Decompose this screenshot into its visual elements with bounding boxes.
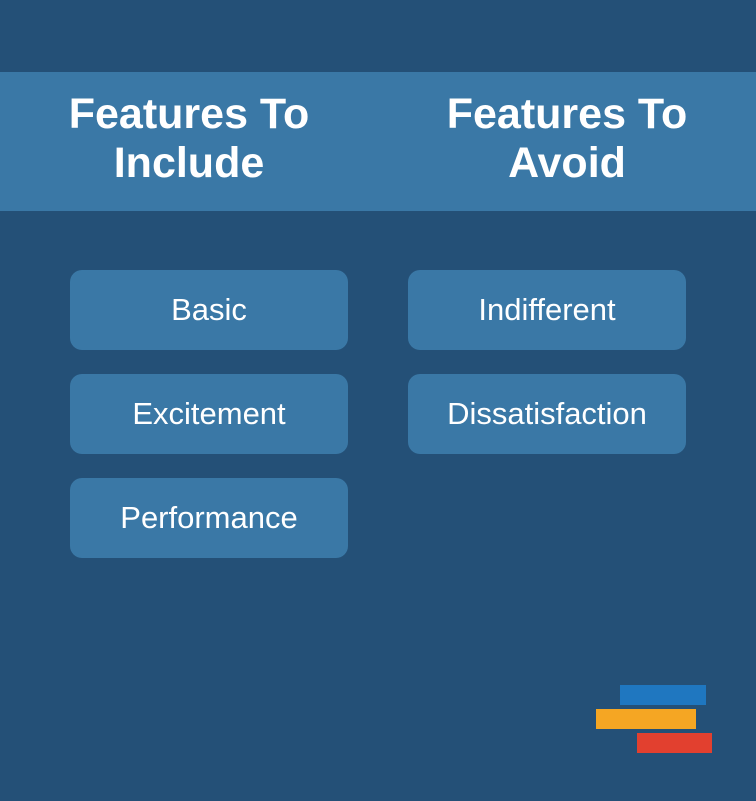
pill-excitement: Excitement bbox=[70, 374, 348, 454]
logo-bar-blue bbox=[620, 685, 706, 705]
logo-bar-red bbox=[637, 733, 712, 753]
pill-indifferent: Indifferent bbox=[408, 270, 686, 350]
pill-dissatisfaction: Dissatisfaction bbox=[408, 374, 686, 454]
logo-bar-orange bbox=[596, 709, 696, 729]
header-band: Features To Include Features To Avoid bbox=[0, 72, 756, 211]
column-include: Basic Excitement Performance bbox=[70, 270, 348, 558]
header-left: Features To Include bbox=[0, 72, 378, 211]
infographic-container: Features To Include Features To Avoid Ba… bbox=[0, 0, 756, 801]
pill-basic: Basic bbox=[70, 270, 348, 350]
column-avoid: Indifferent Dissatisfaction bbox=[408, 270, 686, 558]
pill-performance: Performance bbox=[70, 478, 348, 558]
stacked-bars-logo-icon bbox=[586, 685, 706, 765]
columns-wrapper: Basic Excitement Performance Indifferent… bbox=[0, 270, 756, 558]
header-right: Features To Avoid bbox=[378, 72, 756, 211]
